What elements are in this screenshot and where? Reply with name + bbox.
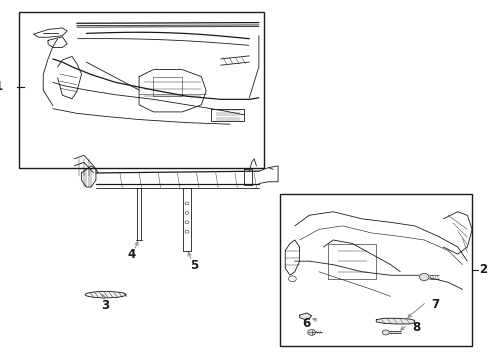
Polygon shape — [299, 313, 311, 319]
Text: 4: 4 — [127, 248, 136, 261]
Circle shape — [288, 276, 296, 282]
Bar — [280, 194, 471, 346]
Circle shape — [382, 330, 388, 335]
Circle shape — [184, 202, 188, 205]
Circle shape — [419, 274, 428, 280]
Text: 5: 5 — [190, 259, 198, 272]
Text: 3: 3 — [101, 300, 109, 312]
Circle shape — [307, 330, 315, 335]
Text: 1: 1 — [0, 80, 2, 94]
Polygon shape — [85, 292, 125, 298]
Text: 7: 7 — [430, 298, 439, 311]
Polygon shape — [375, 318, 414, 324]
Text: 2: 2 — [478, 264, 487, 276]
Circle shape — [184, 230, 188, 233]
Circle shape — [184, 221, 188, 224]
Text: 8: 8 — [411, 321, 420, 334]
Bar — [19, 12, 263, 168]
Text: 6: 6 — [301, 318, 309, 330]
Circle shape — [184, 211, 188, 214]
